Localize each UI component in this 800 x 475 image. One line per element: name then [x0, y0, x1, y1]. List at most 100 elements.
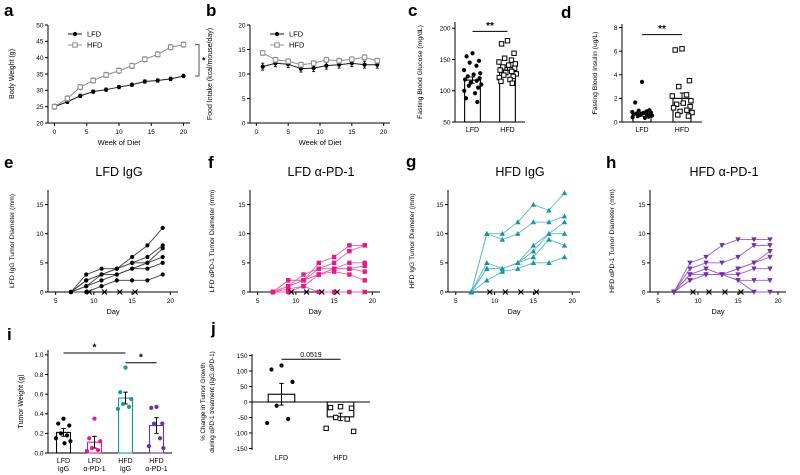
- panel-j: j -150 -100 -50 0 50 100 150 % Change in Tumor G…: [195, 318, 385, 475]
- data-point: [476, 58, 482, 63]
- censored-x-mark: [132, 289, 139, 295]
- data-point: [719, 260, 725, 266]
- y-axis-label: Tumor Weight (g): [18, 374, 25, 428]
- data-point: [687, 266, 693, 272]
- y-tick-label: 15: [36, 202, 44, 209]
- category-label: HFD: [500, 127, 514, 134]
- y-tick-label: 5: [40, 260, 44, 267]
- data-point: [499, 265, 506, 271]
- legend-label: LFD: [87, 30, 102, 39]
- category-label: α-PD-1: [145, 466, 167, 473]
- x-axis-label: Week of Diet: [299, 138, 343, 147]
- panel-title: HFD IgG: [495, 165, 544, 179]
- panel-c: c 50 100 150 200 Fasting Blood Glucose (mg/dL…: [400, 0, 540, 150]
- y-tick-label: -150: [234, 446, 247, 453]
- data-point: [129, 63, 135, 69]
- data-point: [735, 278, 741, 284]
- x-tick-label: 20: [774, 298, 782, 305]
- data-point: [463, 96, 469, 101]
- censored-x-mark: [318, 289, 325, 295]
- data-point: [151, 421, 157, 426]
- data-point: [68, 439, 73, 444]
- data-point: [561, 230, 568, 236]
- data-point: [84, 272, 89, 277]
- y-tick-label: 20: [238, 22, 246, 29]
- data-point: [298, 61, 304, 68]
- category-label: LFD: [88, 458, 101, 465]
- panel-c-chart: 50 100 150 200 Fasting Blood Glucose (mg/dL)…: [417, 21, 525, 134]
- y-tick-label: 0: [242, 289, 246, 296]
- significance-label: *: [202, 55, 206, 65]
- data-point: [471, 72, 476, 77]
- data-point: [499, 230, 506, 236]
- data-point: [671, 289, 677, 295]
- data-point: [269, 367, 274, 372]
- y-tick-label: 5: [242, 260, 246, 267]
- data-point: [751, 243, 757, 249]
- y-tick-label: 25: [36, 104, 44, 111]
- data-point: [530, 201, 537, 207]
- data-point: [116, 84, 122, 90]
- data-point: [767, 243, 773, 249]
- data-point: [508, 57, 515, 63]
- data-point: [735, 266, 741, 272]
- x-tick-label: 15: [331, 298, 339, 305]
- data-point: [120, 401, 126, 407]
- data-point: [160, 243, 165, 248]
- data-point: [498, 78, 504, 85]
- data-point: [92, 416, 97, 421]
- data-point: [344, 416, 350, 422]
- legend-label: HFD: [87, 41, 103, 50]
- data-point: [279, 363, 284, 368]
- x-tick-label: 15: [148, 129, 156, 136]
- censored-x-mark: [486, 289, 493, 295]
- data-point: [467, 60, 472, 65]
- category-label: IgG: [120, 466, 131, 473]
- data-point: [84, 289, 89, 295]
- data-point: [751, 278, 757, 284]
- x-tick-label: 10: [491, 298, 499, 305]
- data-point: [546, 260, 552, 266]
- data-point: [719, 243, 725, 249]
- data-point: [476, 85, 481, 90]
- censored-x-mark: [116, 289, 123, 295]
- data-point: [160, 246, 165, 251]
- category-label: IgG: [58, 466, 69, 473]
- data-point: [286, 278, 291, 283]
- x-tick-label: 20: [369, 298, 377, 305]
- y-tick-label: 15: [436, 202, 444, 209]
- data-point: [130, 254, 135, 260]
- y-tick-label: 15: [238, 202, 246, 209]
- y-axis-label: Body Weight (g): [9, 49, 16, 99]
- panel-e-chart: 0 5 10 15 5 10 15 20 LFD IgG Tumor Diameter (mm)…: [9, 165, 178, 316]
- y-tick-label: 50: [240, 384, 248, 391]
- x-tick-label: 10: [316, 129, 324, 136]
- data-point: [180, 41, 187, 48]
- data-point: [84, 278, 89, 283]
- data-point: [316, 266, 322, 271]
- x-axis-label: Day: [507, 307, 521, 316]
- data-point: [687, 272, 693, 278]
- x-tick-label: 10: [115, 129, 123, 136]
- data-point: [672, 47, 678, 53]
- data-point: [160, 260, 165, 265]
- data-point: [735, 237, 741, 243]
- censored-x-mark: [706, 289, 712, 295]
- y-tick-label: 50: [443, 119, 451, 126]
- data-point: [146, 444, 152, 449]
- censored-x-mark: [533, 289, 540, 295]
- data-point: [155, 78, 160, 83]
- data-point: [642, 115, 648, 120]
- data-point: [290, 379, 295, 384]
- data-point: [361, 54, 368, 61]
- y-tick-label: 10: [638, 231, 646, 238]
- data-point: [161, 445, 166, 451]
- y-tick-label: 45: [36, 39, 44, 46]
- x-tick-label: 20: [380, 129, 388, 136]
- data-point: [530, 242, 537, 248]
- data-point: [511, 50, 517, 56]
- legend-label: LFD: [289, 30, 304, 39]
- data-point: [53, 436, 59, 441]
- data-point: [61, 416, 66, 421]
